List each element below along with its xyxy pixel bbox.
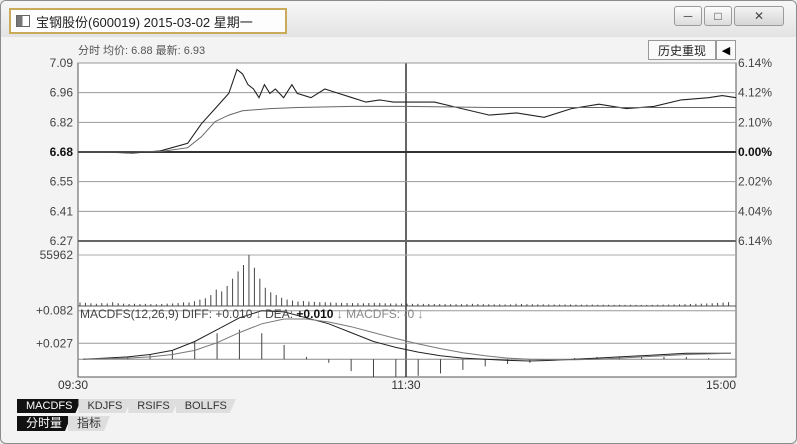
macd-macdfs-arrow: ↓ [417, 307, 423, 321]
plot-frame [77, 62, 737, 378]
history-replay-button[interactable]: 历史重现 [648, 40, 716, 60]
price-line [78, 68, 737, 154]
tab-kdjfs[interactable]: KDJFS [78, 399, 131, 413]
percent-tick-label: 0.00% [738, 145, 772, 159]
time-label: 09:30 [58, 378, 88, 392]
tab-rsifs[interactable]: RSIFS [128, 399, 178, 413]
macd-tick-label: +0.082 [36, 304, 73, 318]
info-bar: 分时 均价: 6.88 最新: 6.93 [78, 45, 206, 57]
close-button[interactable]: ✕ [734, 6, 784, 26]
percent-tick-label: 4.04% [738, 204, 772, 218]
title-bar: 宝钢股份(600019) 2015-03-02 星期一 ─ □ ✕ [1, 1, 796, 37]
tab-volume[interactable]: 分时量 [17, 416, 71, 431]
minimize-button[interactable]: ─ [674, 6, 702, 26]
price-tick-label: 7.09 [50, 56, 74, 70]
intraday-chart[interactable]: 7.09 6.14% 6.96 4.12% 6.82 2.10% 6.68 0.00% 6.55… [1, 1, 797, 401]
macd-header: MACDFS(12,26,9) DIFF: +0.010 ↓ DEA: +0.0… [80, 307, 423, 321]
window-title: 宝钢股份(600019) 2015-03-02 星期一 [36, 14, 253, 30]
macd-diff-line [82, 310, 731, 362]
volume-tick-label: 55962 [40, 248, 74, 262]
price-tick-label: 6.27 [50, 234, 74, 248]
maximize-button[interactable]: □ [704, 6, 732, 26]
price-tick-label: 6.96 [50, 86, 74, 100]
percent-tick-label: 6.14% [738, 56, 772, 70]
percent-tick-label: 4.12% [738, 86, 772, 100]
macd-macdfs-value: MACDFS: -0 [346, 307, 417, 321]
percent-tick-label: 6.14% [738, 234, 772, 248]
tab-bollfs[interactable]: BOLLFS [176, 399, 236, 413]
time-label: 11:30 [391, 378, 420, 392]
macd-dea-arrow: ↓ [337, 307, 346, 321]
back-to-start-icon[interactable]: ◀ [716, 40, 736, 60]
macd-dea-line [82, 318, 732, 361]
macd-diff-arrow: ↓ [256, 307, 265, 321]
price-tick-label: 6.55 [50, 175, 74, 189]
percent-tick-label: 2.10% [738, 115, 772, 129]
price-tick-label: 6.68 [50, 145, 74, 159]
price-tick-label: 6.41 [50, 204, 74, 218]
title-box: 宝钢股份(600019) 2015-03-02 星期一 [9, 8, 287, 34]
time-label: 15:00 [706, 378, 736, 392]
indicator-tabs: MACDFS KDJFS RSIFS BOLLFS [17, 399, 233, 413]
macd-dea-value: +0.010 [296, 307, 336, 321]
bottom-tabs: 分时量 指标 [17, 416, 107, 431]
tab-macdfs[interactable]: MACDFS [17, 399, 81, 413]
price-tick-label: 6.82 [50, 115, 74, 129]
tab-indicator[interactable]: 指标 [68, 416, 110, 431]
percent-tick-label: 2.02% [738, 175, 772, 189]
macd-diff-value: MACDFS(12,26,9) DIFF: +0.010 [80, 307, 256, 321]
macd-dea-label: DEA: [265, 307, 296, 321]
app-icon [16, 15, 30, 27]
macd-tick-label: +0.027 [36, 336, 73, 350]
average-line [78, 105, 736, 153]
